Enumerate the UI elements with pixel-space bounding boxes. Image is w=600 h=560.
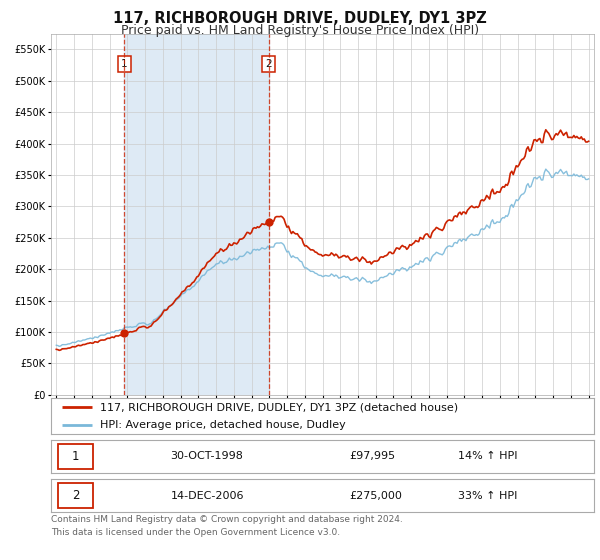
Text: £275,000: £275,000 bbox=[350, 491, 403, 501]
Text: 2: 2 bbox=[71, 489, 79, 502]
Text: HPI: Average price, detached house, Dudley: HPI: Average price, detached house, Dudl… bbox=[100, 419, 346, 430]
FancyBboxPatch shape bbox=[58, 483, 93, 508]
Text: 1: 1 bbox=[71, 450, 79, 463]
Text: Price paid vs. HM Land Registry's House Price Index (HPI): Price paid vs. HM Land Registry's House … bbox=[121, 24, 479, 36]
Text: £97,995: £97,995 bbox=[350, 451, 396, 461]
Text: Contains HM Land Registry data © Crown copyright and database right 2024.: Contains HM Land Registry data © Crown c… bbox=[51, 515, 403, 524]
Text: This data is licensed under the Open Government Licence v3.0.: This data is licensed under the Open Gov… bbox=[51, 528, 340, 536]
Text: 33% ↑ HPI: 33% ↑ HPI bbox=[458, 491, 518, 501]
Text: 30-OCT-1998: 30-OCT-1998 bbox=[170, 451, 244, 461]
Text: 14-DEC-2006: 14-DEC-2006 bbox=[170, 491, 244, 501]
Text: 1: 1 bbox=[121, 59, 128, 69]
FancyBboxPatch shape bbox=[58, 444, 93, 469]
Text: 117, RICHBOROUGH DRIVE, DUDLEY, DY1 3PZ (detached house): 117, RICHBOROUGH DRIVE, DUDLEY, DY1 3PZ … bbox=[100, 402, 458, 412]
Text: 14% ↑ HPI: 14% ↑ HPI bbox=[458, 451, 518, 461]
Text: 117, RICHBOROUGH DRIVE, DUDLEY, DY1 3PZ: 117, RICHBOROUGH DRIVE, DUDLEY, DY1 3PZ bbox=[113, 11, 487, 26]
Bar bbox=[124, 34, 269, 395]
Text: 2: 2 bbox=[265, 59, 272, 69]
